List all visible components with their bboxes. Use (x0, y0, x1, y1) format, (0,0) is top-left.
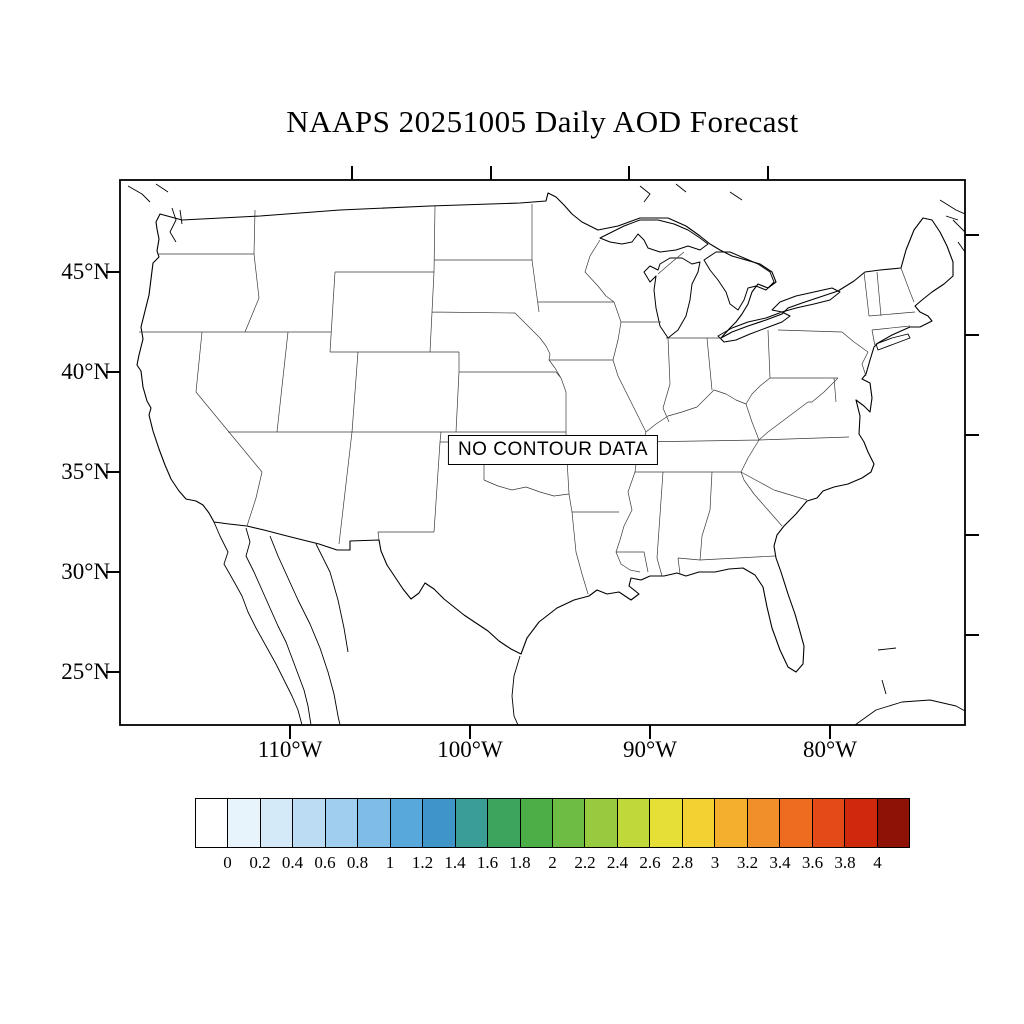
colorbar-cell (227, 798, 261, 848)
lon-label-90w: 90°W (623, 737, 677, 762)
colorbar-cell (292, 798, 326, 848)
state-borders (139, 204, 916, 595)
map-geography (127, 183, 965, 725)
colorbar-label: 0.8 (346, 853, 369, 872)
colorbar-cell (422, 798, 456, 848)
lat-label-45n: 45°N (61, 259, 110, 284)
lat-label-25n: 25°N (61, 659, 110, 684)
colorbar-cell (779, 798, 813, 848)
us-coastline (136, 192, 954, 673)
colorbar-cell (487, 798, 521, 848)
colorbar-cell (746, 798, 781, 848)
colorbar-label: 0.4 (281, 853, 304, 872)
colorbar-cell (454, 798, 489, 848)
colorbar-cell (649, 798, 683, 848)
colorbar-label: 0.2 (249, 853, 271, 872)
colorbar-cell (844, 798, 878, 848)
colorbar-label: 3 (710, 853, 720, 872)
colorbar-label: 1.2 (411, 853, 434, 872)
colorbar-label: 2 (548, 853, 557, 872)
colorbar-cell (389, 798, 424, 848)
no-contour-data-label: NO CONTOUR DATA (447, 435, 659, 465)
colorbar-cell (195, 798, 229, 848)
axis-ticks (106, 166, 979, 739)
colorbar-label: 1 (385, 853, 395, 872)
colorbar-cell (616, 798, 651, 848)
colorbar-cell (714, 798, 748, 848)
colorbar-labels: 0 0.2 0.4 0.6 0.8 1 1.2 1.4 1.6 1.8 2 2.2 2.4 2.6 2.8 3… (195, 853, 910, 875)
colorbar-label: 2.8 (671, 853, 694, 872)
colorbar-label: 3.8 (834, 853, 856, 872)
page-title: NAAPS 20251005 Daily AOD Forecast (286, 104, 799, 139)
map-frame (119, 179, 966, 726)
lat-label-30n: 30°N (61, 559, 110, 584)
lat-label-35n: 35°N (61, 459, 110, 484)
colorbar-label: 3.2 (736, 853, 759, 872)
colorbar-label: 4 (873, 853, 882, 872)
colorbar-label: 1.6 (476, 853, 499, 872)
colorbar-cell (324, 798, 359, 848)
colorbar-label: 1.4 (444, 853, 466, 872)
colorbar-cell (584, 798, 618, 848)
colorbar-cell (876, 798, 910, 848)
lon-label-80w: 80°W (803, 737, 857, 762)
colorbar-cell (551, 798, 586, 848)
colorbar-label: 2.4 (606, 853, 629, 872)
colorbar-cell (357, 798, 391, 848)
lat-label-40n: 40°N (61, 359, 110, 384)
colorbar (195, 798, 910, 848)
lon-label-110w: 110°W (257, 737, 323, 762)
foreign-coastlines (127, 183, 965, 725)
colorbar-cell (519, 798, 553, 848)
great-lakes (599, 219, 841, 343)
colorbar-label: 3.6 (801, 853, 824, 872)
us-map-plot (106, 166, 979, 739)
colorbar-label: 0 (223, 853, 232, 872)
colorbar-label: 1.8 (509, 853, 531, 872)
colorbar-cell (259, 798, 294, 848)
colorbar-cell (811, 798, 846, 848)
lon-label-100w: 100°W (437, 737, 503, 762)
colorbar-label: 2.2 (574, 853, 596, 872)
colorbar-label: 3.4 (769, 853, 791, 872)
colorbar-label: 0.6 (314, 853, 336, 872)
colorbar-cell (681, 798, 716, 848)
colorbar-label: 2.6 (639, 853, 661, 872)
